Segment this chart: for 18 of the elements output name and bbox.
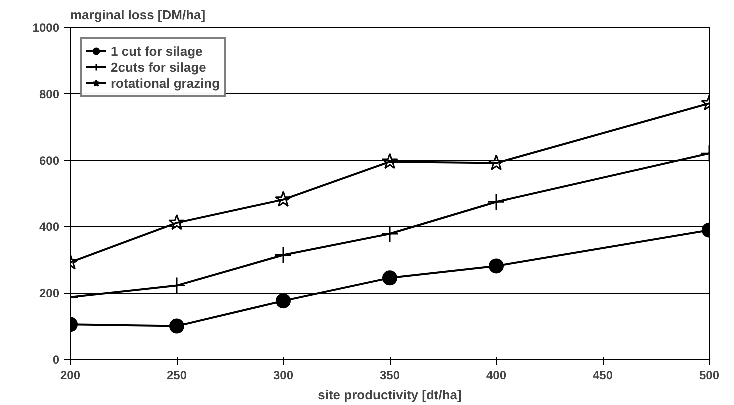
y-tick-label: 1000 bbox=[32, 21, 60, 35]
y-tick-label: 200 bbox=[39, 286, 60, 301]
y-tick-label: 600 bbox=[39, 154, 60, 168]
y-tick-label: 800 bbox=[39, 87, 60, 102]
x-tick-label: 300 bbox=[273, 368, 294, 382]
x-tick-label: 400 bbox=[486, 368, 507, 382]
x-tick-label: 350 bbox=[380, 368, 400, 382]
legend-label: 1 cut for silage bbox=[111, 43, 203, 59]
x-tick-label: 200 bbox=[60, 368, 81, 382]
y-axis-title: marginal loss [DM/ha] bbox=[70, 8, 206, 22]
y-tick-label: 400 bbox=[39, 220, 60, 234]
x-tick-label: 450 bbox=[592, 368, 614, 382]
y-tick-label: 0 bbox=[52, 353, 60, 367]
legend-label: 2cuts for silage bbox=[111, 59, 206, 75]
x-tick-label: 250 bbox=[166, 368, 188, 382]
legend-label: rotational grazing bbox=[111, 75, 220, 91]
x-tick-label: 500 bbox=[699, 368, 720, 382]
x-axis-title: site productivity [dt/ha] bbox=[318, 388, 462, 402]
